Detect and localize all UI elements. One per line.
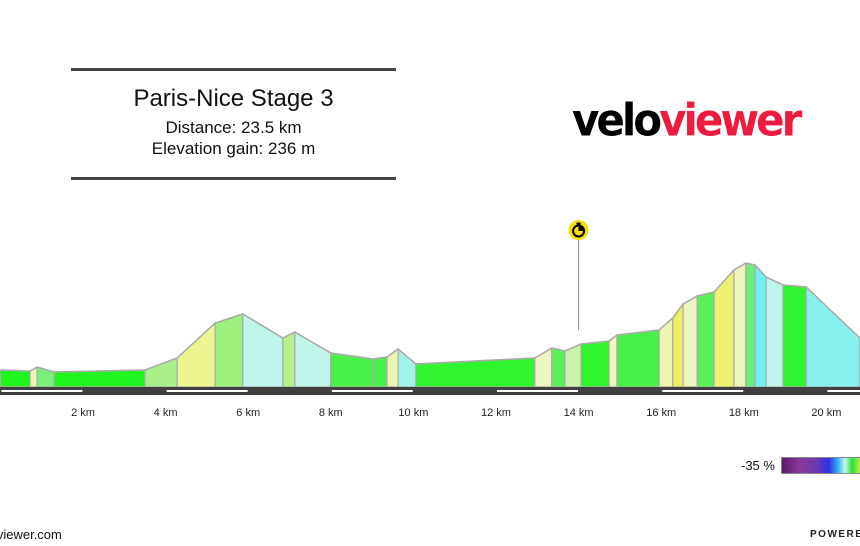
profile-segment [805,285,860,388]
profile-segment [580,340,610,388]
distance-text: Distance: 23.5 km [165,118,302,137]
x-tick-label: 2 km [71,407,95,419]
profile-segment [696,291,715,388]
profile-segment [754,263,767,388]
road-dash [827,390,860,392]
road-dash [662,390,744,392]
road-bar [0,387,860,395]
profile-segment [0,369,31,388]
profile-segment [745,262,756,388]
profile-segment [733,261,747,388]
timer-icon-button [576,222,581,225]
logo-viewer: viewer [659,94,802,147]
x-tick-label: 18 km [729,407,759,419]
road-dash [497,390,578,392]
x-tick-label: 14 km [564,407,594,419]
x-tick-label: 8 km [319,407,343,419]
site-url: veloviewer.com [0,527,62,542]
profile-segment [53,369,146,388]
timer-icon-hand [578,226,584,231]
x-tick-label: 16 km [646,407,676,419]
profile-segment [397,347,417,388]
profile-outline [0,262,860,373]
profile-segment [782,284,807,388]
profile-segment [294,330,332,388]
profile-segment [608,333,618,388]
gradient-legend-min-label: -35 % [741,458,775,473]
x-tick-label: 10 km [398,407,428,419]
profile-segment [682,294,698,388]
page-title: Paris-Nice Stage 3 [133,85,334,112]
x-tick-label: 12 km [481,407,511,419]
road-dash [166,390,248,392]
logo-velo: velo [572,94,662,147]
veloviewer-logo: veloviewer [572,94,802,147]
profile-segment [765,276,784,388]
profile-segment [386,347,399,388]
gradient-legend-bar [781,457,860,474]
timer-icon [572,224,586,238]
profile-segment [144,357,178,388]
profile-segment [282,331,296,388]
x-tick-label: 6 km [236,407,260,419]
elevation-gain-text: Elevation gain: 236 m [151,139,316,158]
x-tick-label: 20 km [811,407,841,419]
profile-segment [242,312,284,388]
profile-segment [214,313,244,388]
profile-segment [616,329,660,388]
profile-segment [551,347,566,388]
title-rule-bottom [71,177,396,180]
x-tick-label: 4 km [154,407,178,419]
powered-by-text: POWERED [810,529,860,540]
profile-segment [372,356,388,388]
elevation-profile-chart: 2 km 4 km 6 km 8 km 10 km 12 km 14 km 16 km 18 k… [0,220,860,419]
road-dash [1,390,83,392]
profile-segment [713,268,735,388]
road-dash [331,390,413,392]
profile-segment [176,321,216,388]
title-rule-top [71,68,396,71]
